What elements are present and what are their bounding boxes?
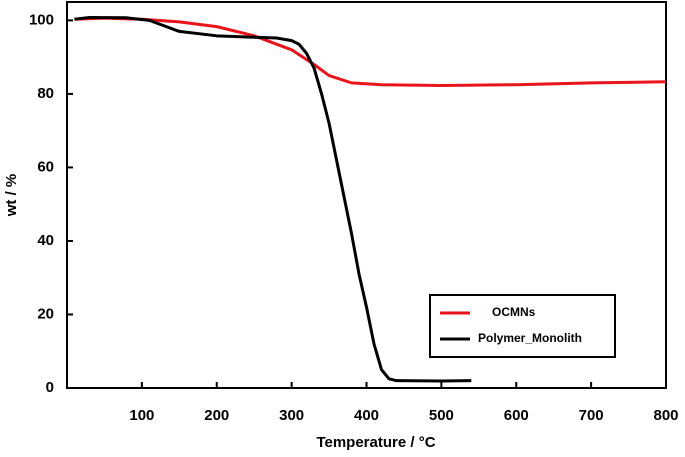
y-tick-label: 40: [37, 232, 54, 249]
x-tick-label: 800: [653, 407, 678, 424]
y-tick-label: 60: [37, 158, 54, 175]
x-tick-label: 500: [429, 407, 454, 424]
y-tick-label: 0: [46, 379, 54, 396]
y-axis-title: wt / %: [3, 174, 20, 218]
x-tick-label: 400: [354, 407, 379, 424]
legend-label: Polymer_Monolith: [478, 331, 582, 345]
y-tick-label: 20: [37, 305, 54, 322]
line: [74, 15, 472, 383]
y-tick-label: 100: [29, 11, 54, 28]
x-tick-label: 100: [129, 407, 154, 424]
legend-label: OCMNs: [492, 305, 536, 319]
x-tick-label: 700: [579, 407, 604, 424]
y-tick-label: 80: [37, 85, 54, 102]
x-tick-label: 600: [504, 407, 529, 424]
legend-box: [429, 294, 616, 358]
x-axis-title: Temperature / °C: [316, 434, 435, 451]
x-tick-label: 200: [204, 407, 229, 424]
x-tick-label: 300: [279, 407, 304, 424]
line: [74, 16, 667, 87]
